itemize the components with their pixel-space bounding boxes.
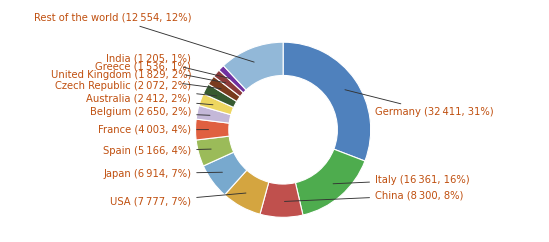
Text: United Kingdom (1 829, 2%): United Kingdom (1 829, 2%): [51, 70, 221, 89]
Wedge shape: [209, 76, 240, 101]
Wedge shape: [203, 152, 247, 195]
Wedge shape: [283, 42, 371, 161]
Text: Czech Republic (2 072, 2%): Czech Republic (2 072, 2%): [55, 81, 217, 96]
Text: Belgium (2 650, 2%): Belgium (2 650, 2%): [90, 107, 210, 117]
Text: Japan (6 914, 7%): Japan (6 914, 7%): [103, 168, 222, 179]
Text: France (4 003, 4%): France (4 003, 4%): [98, 125, 209, 135]
Text: Germany (32 411, 31%): Germany (32 411, 31%): [345, 90, 494, 117]
Wedge shape: [199, 94, 234, 115]
Wedge shape: [196, 136, 234, 166]
Wedge shape: [223, 42, 283, 90]
Wedge shape: [260, 182, 303, 217]
Text: Rest of the world (12 554, 12%): Rest of the world (12 554, 12%): [33, 13, 254, 62]
Text: China (8 300, 8%): China (8 300, 8%): [284, 190, 463, 201]
Wedge shape: [203, 84, 237, 107]
Wedge shape: [214, 70, 243, 97]
Text: Greece (1 536, 1%): Greece (1 536, 1%): [96, 62, 226, 83]
Wedge shape: [195, 119, 229, 140]
Wedge shape: [295, 149, 365, 215]
Text: Australia (2 412, 2%): Australia (2 412, 2%): [86, 93, 213, 105]
Wedge shape: [196, 106, 231, 123]
Text: India (1 205, 1%): India (1 205, 1%): [107, 54, 229, 78]
Text: Spain (5 166, 4%): Spain (5 166, 4%): [103, 146, 211, 156]
Text: Italy (16 361, 16%): Italy (16 361, 16%): [333, 175, 470, 185]
Text: USA (7 777, 7%): USA (7 777, 7%): [110, 193, 246, 207]
Wedge shape: [225, 170, 269, 214]
Wedge shape: [219, 66, 246, 93]
